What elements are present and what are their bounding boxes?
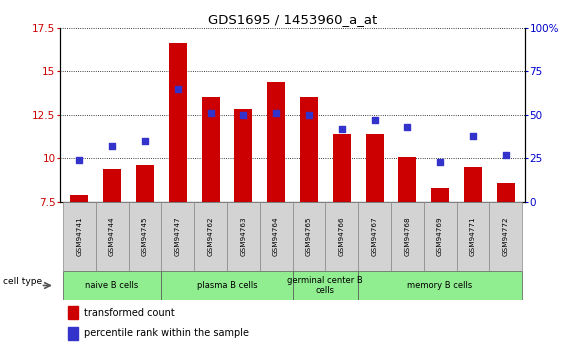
Bar (128, 202, 161, 271)
Text: GSM94771: GSM94771 (470, 217, 476, 256)
Text: GSM94765: GSM94765 (306, 217, 312, 256)
Text: germinal center B
cells: germinal center B cells (287, 276, 363, 295)
Bar (96, 202, 128, 271)
Bar (70, 195, 89, 202)
Bar (365, 134, 383, 202)
Bar (293, 271, 358, 300)
Text: GSM94764: GSM94764 (273, 217, 279, 256)
Bar (464, 167, 482, 202)
Point (75, 157, 84, 163)
Text: GSM94772: GSM94772 (503, 217, 509, 256)
Point (403, 124, 412, 130)
Bar (325, 202, 358, 271)
Bar (235, 109, 252, 202)
Point (337, 126, 346, 131)
Bar (63, 202, 96, 271)
Bar (358, 202, 391, 271)
Bar (431, 188, 449, 202)
Point (501, 152, 510, 158)
Text: cell type: cell type (3, 277, 42, 286)
Text: GSM94747: GSM94747 (175, 217, 181, 256)
Bar (103, 169, 121, 202)
Point (272, 110, 281, 116)
Bar (169, 43, 187, 202)
Bar (161, 271, 293, 300)
Bar (136, 165, 154, 202)
Bar (333, 134, 351, 202)
Text: GSM94744: GSM94744 (109, 217, 115, 256)
Bar (260, 202, 293, 271)
Bar (358, 271, 522, 300)
Text: GSM94745: GSM94745 (142, 217, 148, 256)
Bar (68, 327, 78, 339)
Text: GSM94741: GSM94741 (76, 217, 82, 256)
Bar (496, 183, 515, 202)
Point (173, 86, 182, 91)
Bar (161, 202, 194, 271)
Bar (63, 271, 161, 300)
Text: GSM94769: GSM94769 (437, 217, 443, 256)
Bar (457, 202, 489, 271)
Title: GDS1695 / 1453960_a_at: GDS1695 / 1453960_a_at (208, 13, 377, 27)
Bar (68, 306, 78, 319)
Point (239, 112, 248, 117)
Bar (489, 202, 522, 271)
Text: naive B cells: naive B cells (86, 281, 139, 290)
Point (107, 143, 116, 149)
Text: GSM94767: GSM94767 (371, 217, 378, 256)
Point (370, 117, 379, 123)
Text: plasma B cells: plasma B cells (197, 281, 257, 290)
Text: GSM94766: GSM94766 (339, 217, 345, 256)
Bar (202, 97, 220, 202)
Text: GSM94768: GSM94768 (404, 217, 410, 256)
Point (436, 159, 445, 165)
Bar (424, 202, 457, 271)
Text: percentile rank within the sample: percentile rank within the sample (84, 328, 249, 338)
Point (469, 133, 478, 138)
Text: memory B cells: memory B cells (407, 281, 473, 290)
Bar (194, 202, 227, 271)
Text: GSM94762: GSM94762 (207, 217, 214, 256)
Point (304, 112, 314, 117)
Text: GSM94763: GSM94763 (240, 217, 247, 256)
Bar (300, 97, 318, 202)
Bar (398, 157, 416, 202)
Bar (227, 202, 260, 271)
Bar (267, 82, 285, 202)
Bar (391, 202, 424, 271)
Bar (293, 202, 325, 271)
Text: transformed count: transformed count (84, 308, 175, 318)
Point (140, 138, 149, 144)
Point (206, 110, 215, 116)
